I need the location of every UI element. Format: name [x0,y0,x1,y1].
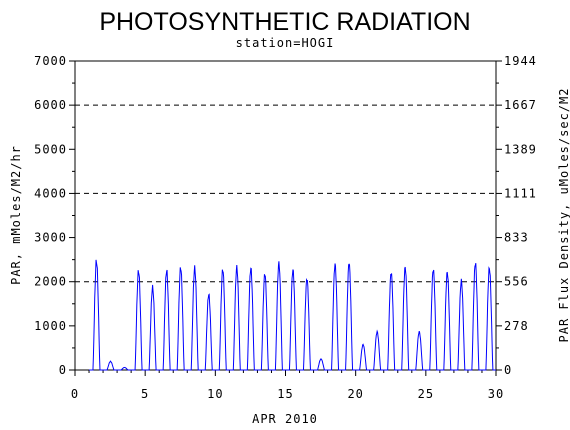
par-series-line [89,259,496,371]
y-left-tick-label: 2000 [34,275,67,289]
plot-frame [74,60,497,371]
x-tick-label: 10 [207,387,223,401]
y-left-tick-label: 4000 [34,186,67,200]
chart-title: PHOTOSYNTHETIC RADIATION [99,8,470,36]
y-right-tick-label: 278 [504,319,529,333]
y-right-tick-label: 556 [504,275,529,289]
y-right-tick-label: 1944 [504,54,537,68]
x-tick-label: 5 [141,387,149,401]
y-axis-right-label: PAR Flux Density, uMoles/sec/M2 [557,88,570,343]
reference-lines [75,104,496,283]
x-tick-label: 25 [418,387,434,401]
x-tick-label: 20 [347,387,363,401]
x-axis-label: APR 2010 [252,412,318,426]
y-right-tick-label: 833 [504,231,529,245]
y-left-tick-label: 5000 [34,142,67,156]
y-right-tick-label: 0 [504,363,512,377]
y-right-tick-label: 1111 [504,186,537,200]
y-axis-left: 0 1000 2000 3000 4000 5000 6000 7000 [34,54,75,377]
y-left-tick-label: 1000 [34,319,67,333]
y-left-tick-label: 3000 [34,231,67,245]
x-tick-label: 15 [277,387,293,401]
y-left-tick-label: 7000 [34,54,67,68]
y-left-tick-label: 6000 [34,98,67,112]
chart-subtitle: station=HOGI [236,36,335,50]
x-axis: 0 5 10 15 20 25 30 [71,370,504,401]
y-right-tick-label: 1389 [504,142,537,156]
y-right-tick-label: 1667 [504,98,537,112]
x-tick-label: 0 [71,387,79,401]
y-left-tick-label: 0 [59,363,67,377]
x-tick-label: 30 [488,387,504,401]
y-axis-left-label: PAR, mMoles/M2/hr [9,145,23,285]
y-axis-right: 0 278 556 833 1111 1389 1667 1944 [496,54,537,377]
